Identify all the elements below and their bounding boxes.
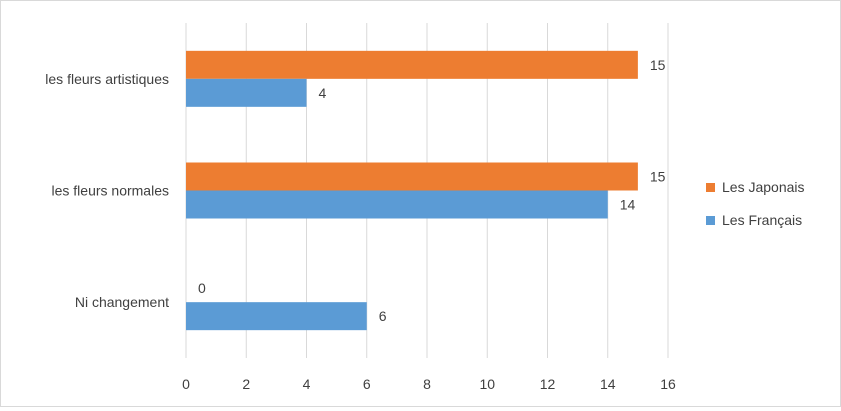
x-tick-label-6: 12 bbox=[540, 376, 556, 392]
x-tick-label-4: 8 bbox=[423, 376, 431, 392]
data-label-francais-1: 14 bbox=[620, 197, 636, 213]
bar-francais-1 bbox=[186, 190, 608, 219]
legend-label-japonais: Les Japonais bbox=[722, 179, 805, 195]
x-tick-label-0: 0 bbox=[182, 376, 190, 392]
data-label-francais-0: 4 bbox=[319, 85, 327, 101]
x-tick-label-1: 2 bbox=[242, 376, 250, 392]
bar-francais-2 bbox=[186, 302, 367, 331]
legend-label-francais: Les Français bbox=[722, 212, 803, 228]
x-tick-label-8: 16 bbox=[660, 376, 676, 392]
category-label-1: les fleurs normales bbox=[52, 183, 170, 199]
bar-japonais-0 bbox=[186, 50, 638, 79]
data-label-japonais-1: 15 bbox=[650, 169, 666, 185]
legend: Les Japonais Les Français bbox=[706, 177, 805, 243]
x-tick-label-5: 10 bbox=[479, 376, 495, 392]
data-label-japonais-0: 15 bbox=[650, 57, 666, 73]
x-tick-label-3: 6 bbox=[363, 376, 371, 392]
legend-item-francais: Les Français bbox=[706, 210, 805, 230]
category-label-0: les fleurs artistiques bbox=[45, 71, 169, 87]
x-tick-label-2: 4 bbox=[303, 376, 311, 392]
bar-japonais-1 bbox=[186, 162, 638, 191]
legend-swatch-japonais bbox=[706, 182, 715, 192]
legend-item-japonais: Les Japonais bbox=[706, 177, 805, 197]
bar-francais-0 bbox=[186, 78, 307, 107]
legend-swatch-francais bbox=[706, 215, 715, 225]
x-tick-label-7: 14 bbox=[600, 376, 616, 392]
data-label-francais-2: 6 bbox=[379, 308, 387, 324]
data-label-japonais-2: 0 bbox=[198, 280, 206, 296]
category-label-2: Ni changement bbox=[75, 294, 169, 310]
